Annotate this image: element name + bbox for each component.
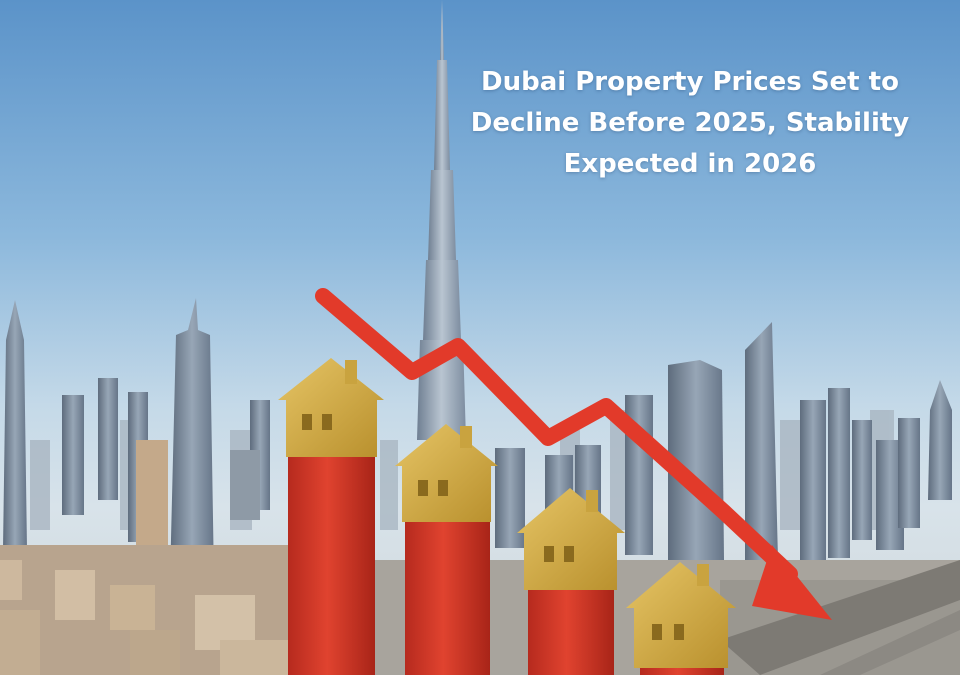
headline-title: Dubai Property Prices Set to Decline Bef… <box>470 67 910 179</box>
left-towers <box>3 298 270 580</box>
declining-arrow-icon <box>315 288 832 620</box>
house-bar-2 <box>395 424 498 675</box>
house-bar-3 <box>517 488 625 675</box>
burj-khalifa-tower <box>417 0 466 440</box>
house-bar-4 <box>626 562 736 675</box>
right-towers <box>495 322 952 560</box>
house-bar-1 <box>278 358 384 675</box>
